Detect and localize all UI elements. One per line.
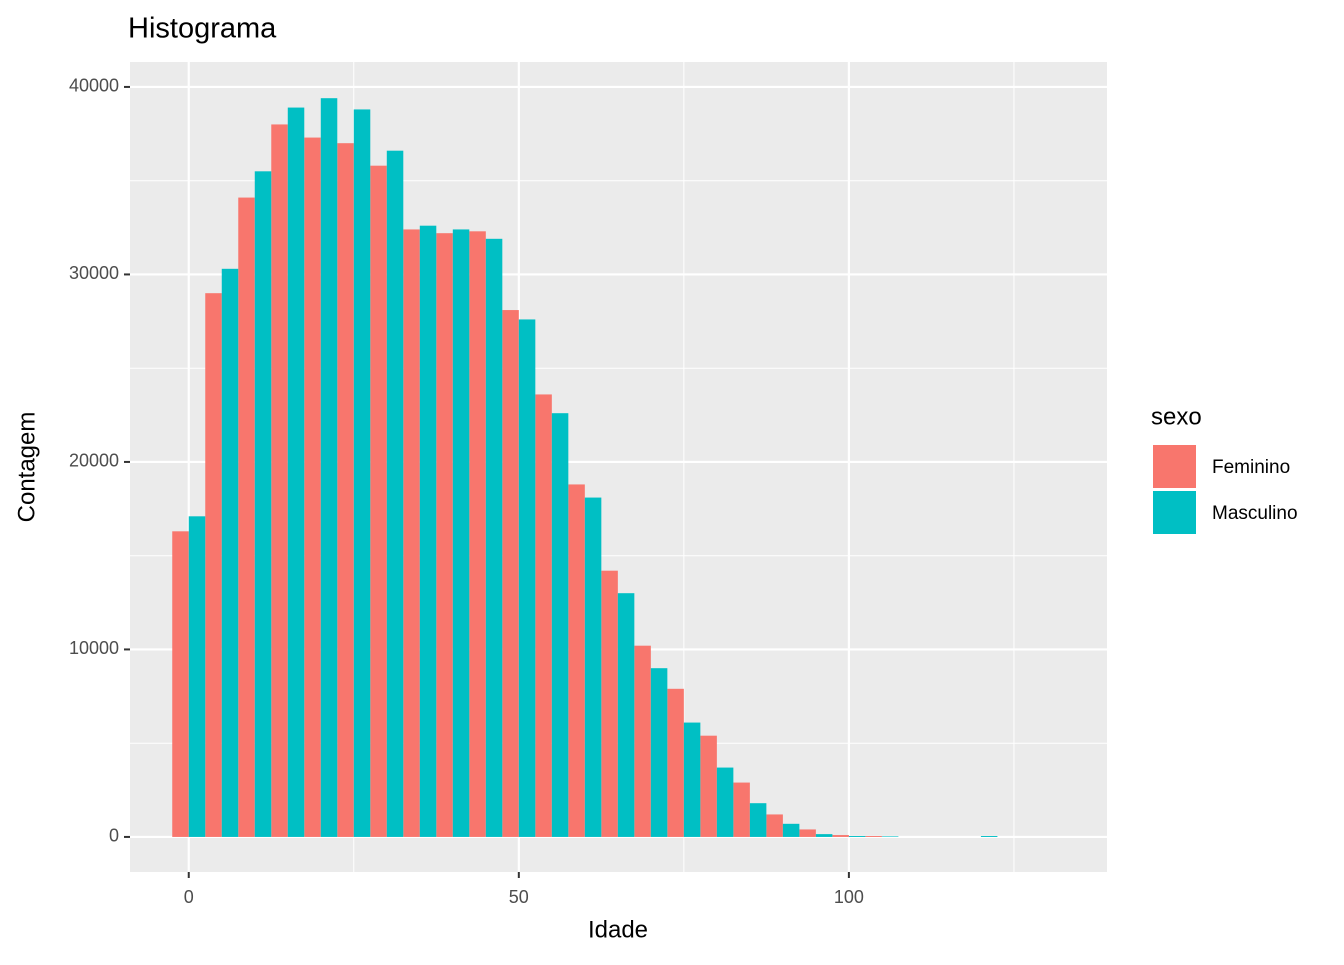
- bar: [436, 233, 453, 837]
- bar: [188, 516, 206, 837]
- bar: [320, 98, 338, 837]
- bar: [469, 231, 486, 837]
- bar: [815, 834, 833, 837]
- bar: [650, 668, 668, 837]
- bar: [238, 197, 255, 837]
- bar: [353, 109, 371, 837]
- y-axis-label: Contagem: [13, 412, 40, 523]
- y-tick-label: 0: [109, 826, 119, 846]
- bar: [848, 836, 866, 837]
- bar: [634, 645, 651, 837]
- bar: [881, 836, 899, 837]
- bar: [370, 165, 387, 837]
- legend-label: Feminino: [1212, 457, 1290, 478]
- y-tick-label: 30000: [69, 263, 119, 283]
- y-tick-label: 40000: [69, 76, 119, 96]
- bar: [733, 782, 750, 837]
- bar: [832, 835, 849, 837]
- legend-label: Masculino: [1212, 503, 1298, 524]
- bar: [452, 229, 470, 837]
- bar: [865, 836, 882, 837]
- bar: [254, 171, 272, 837]
- bar: [221, 268, 239, 837]
- bar: [782, 823, 800, 837]
- bar: [304, 137, 321, 837]
- bar: [172, 531, 189, 837]
- bar: [419, 225, 437, 837]
- bar: [205, 293, 222, 837]
- bar: [337, 143, 354, 837]
- chart-title: Histograma: [128, 13, 277, 45]
- x-axis-label: Idade: [588, 916, 648, 943]
- bar: [568, 484, 585, 837]
- bar: [683, 722, 701, 837]
- x-tick-label: 50: [509, 887, 529, 907]
- bar: [601, 570, 618, 837]
- bar: [518, 319, 536, 837]
- bar: [766, 814, 783, 837]
- bar: [287, 107, 305, 837]
- bar: [980, 836, 998, 837]
- bar: [716, 767, 734, 837]
- bar: [667, 688, 684, 837]
- bar: [551, 413, 569, 837]
- legend-swatch: [1153, 445, 1196, 488]
- bar: [584, 497, 602, 837]
- x-tick-label: 0: [184, 887, 194, 907]
- legend-title: sexo: [1151, 403, 1202, 430]
- bar: [749, 803, 767, 837]
- x-tick-label: 100: [834, 887, 864, 907]
- legend-swatch: [1153, 491, 1196, 534]
- bar: [799, 829, 816, 837]
- bar: [386, 150, 404, 837]
- bar: [535, 394, 552, 837]
- bar: [617, 593, 635, 837]
- y-tick-label: 10000: [69, 638, 119, 658]
- bar: [700, 735, 717, 837]
- bar: [502, 310, 519, 837]
- bar: [403, 229, 420, 837]
- bar: [485, 238, 503, 837]
- y-tick-label: 20000: [69, 451, 119, 471]
- bar: [271, 124, 288, 837]
